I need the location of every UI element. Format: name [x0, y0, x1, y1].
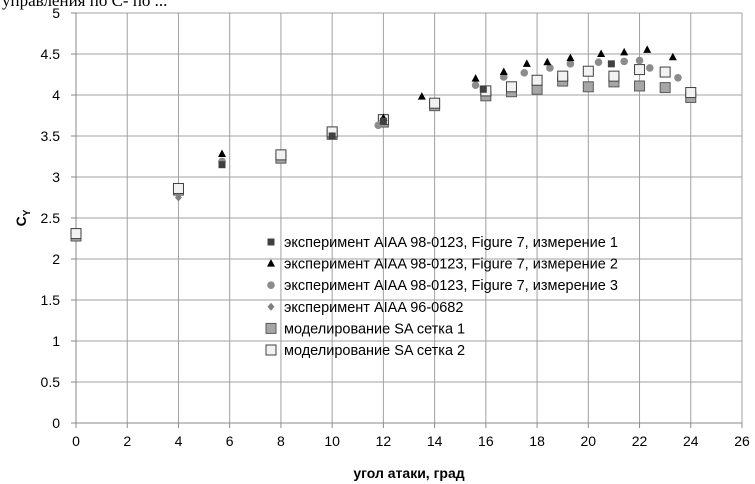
grid-lines — [76, 12, 743, 423]
data-point — [566, 60, 575, 68]
x-tick-label: 24 — [683, 433, 699, 449]
y-tick-label: 3.5 — [41, 128, 61, 144]
data-point — [659, 82, 671, 94]
data-point — [417, 92, 426, 100]
legend-marker — [267, 302, 275, 311]
data-point — [531, 74, 543, 86]
x-tick-label: 16 — [478, 433, 494, 449]
y-tick-label: 0.5 — [41, 374, 61, 390]
legend-label: моделирование SA сетка 1 — [284, 321, 465, 337]
x-tick-label: 8 — [277, 433, 285, 449]
x-tick-label: 12 — [376, 433, 392, 449]
y-tick-label: 3 — [52, 169, 60, 185]
data-point — [620, 47, 629, 56]
y-tick-label: 5 — [52, 5, 60, 21]
data-point — [668, 52, 677, 61]
data-point — [634, 64, 646, 76]
y-tick-label: 2 — [52, 251, 60, 267]
x-tick-labels: 0 2 4 6 8 10 12 14 16 18 20 22 24 26 — [72, 433, 750, 449]
data-point — [546, 64, 554, 72]
data-point — [608, 70, 620, 82]
data-point — [499, 73, 508, 81]
data-point — [218, 161, 226, 169]
caption-fragment: управления по С- по ... — [2, 0, 168, 10]
legend-marker — [265, 322, 277, 334]
x-axis-title: угол атаки, град — [353, 465, 464, 481]
data-point — [531, 83, 543, 95]
data-point — [471, 74, 480, 82]
legend-label: эксперимент AIAA 98-0123, Figure 7, изме… — [284, 278, 618, 294]
axes — [71, 12, 743, 428]
y-tick-labels: 0 0.5 1 1.5 2 2.5 3 3.5 4 4.5 5 — [41, 5, 61, 431]
data-point — [645, 64, 654, 72]
data-point — [218, 149, 227, 158]
legend-marker — [267, 281, 275, 290]
data-point — [597, 49, 606, 57]
data-point — [379, 117, 387, 125]
data-point — [582, 81, 594, 93]
y-axis-title-sub: Y — [22, 209, 33, 216]
y-tick-label: 1 — [52, 333, 60, 349]
data-point — [659, 66, 671, 78]
data-point — [522, 59, 531, 67]
data-point — [643, 45, 652, 53]
data-point — [594, 58, 603, 66]
data-point — [172, 182, 184, 194]
legend-label: эксперимент AIAA 98-0123, Figure 7, изме… — [284, 235, 618, 251]
y-tick-label: 1.5 — [41, 292, 61, 308]
y-tick-label: 0 — [52, 415, 60, 431]
data-point — [566, 53, 575, 62]
data-point — [674, 73, 682, 82]
data-point — [505, 81, 517, 93]
x-tick-label: 10 — [324, 433, 340, 449]
legend-marker — [267, 238, 275, 246]
legend-label: эксперимент AIAA 98-0123, Figure 7, изме… — [284, 257, 618, 273]
data-point — [685, 87, 697, 99]
x-tick-label: 0 — [72, 433, 80, 449]
x-tick-label: 20 — [581, 433, 597, 449]
data-point — [471, 81, 480, 89]
data-point — [275, 149, 287, 161]
data-point — [634, 80, 646, 92]
data-point — [620, 57, 628, 66]
legend-label: эксперимент AIAA 96-0682 — [284, 300, 463, 316]
x-tick-label: 2 — [123, 433, 131, 449]
y-tick-label: 2.5 — [41, 210, 61, 226]
x-tick-label: 6 — [226, 433, 234, 449]
legend-marker — [265, 344, 277, 356]
data-point — [543, 57, 552, 66]
data-point — [557, 70, 569, 82]
x-tick-label: 18 — [529, 433, 545, 449]
legend-marker — [267, 259, 275, 267]
legend: эксперимент AIAA 98-0123, Figure 7, изме… — [265, 235, 618, 359]
x-tick-label: 14 — [427, 433, 443, 449]
y-tick-label: 4 — [52, 87, 60, 103]
data-point — [635, 56, 644, 65]
data-point — [607, 60, 615, 68]
x-tick-label: 22 — [632, 433, 648, 449]
x-tick-label: 4 — [175, 433, 183, 449]
y-axis-title-main: C — [13, 216, 29, 226]
data-points — [70, 45, 697, 242]
data-point — [429, 97, 441, 109]
y-axis-title: CY — [13, 209, 33, 226]
data-point — [582, 65, 594, 77]
y-tick-label: 4.5 — [41, 46, 61, 62]
data-point — [520, 69, 529, 77]
data-point — [174, 193, 182, 202]
legend-label: моделирование SA сетка 2 — [284, 343, 465, 359]
data-point — [499, 67, 508, 76]
x-tick-label: 26 — [734, 433, 750, 449]
data-point — [328, 132, 336, 140]
data-point — [70, 228, 82, 240]
data-point — [479, 85, 487, 93]
